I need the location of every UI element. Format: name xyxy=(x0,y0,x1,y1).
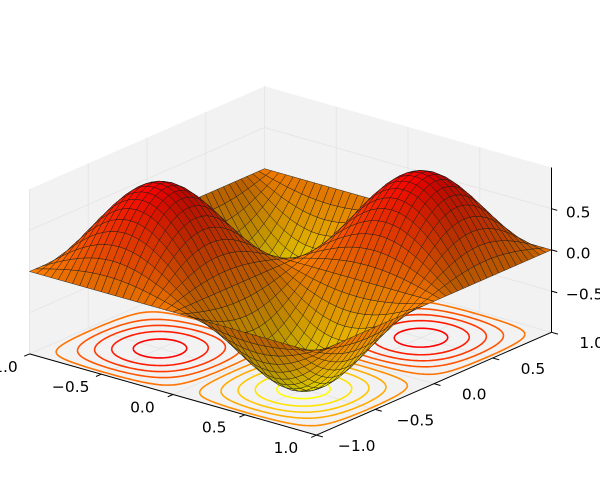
x-tick-mark xyxy=(239,414,245,418)
surface-facet xyxy=(309,349,323,353)
contour-line xyxy=(132,327,449,359)
tick-labels: −1.0 −0.5 0.0 0.5 1.0 −1.0 −0.5 0.0 0.5 1.0 −0.5 0.… xyxy=(0,203,600,457)
y-tick-mark xyxy=(433,383,441,387)
y-tick-mark xyxy=(375,408,382,412)
z-tick-mark xyxy=(551,249,558,253)
y-tick-mark xyxy=(492,357,500,361)
y-tick-label: −0.5 xyxy=(397,411,435,429)
x-tick-label: −1.0 xyxy=(0,358,18,376)
grid-line-y xyxy=(88,327,376,410)
x-tick-mark xyxy=(167,394,174,398)
z-tick-mark xyxy=(551,290,558,294)
z-tick-mark xyxy=(551,208,558,211)
y-tick-label: −1.0 xyxy=(338,437,376,455)
x-tick-mark xyxy=(311,434,317,438)
grid-line-z xyxy=(29,127,265,231)
grid-line-z xyxy=(264,127,552,210)
x-tick-mark xyxy=(95,373,102,377)
contour-line xyxy=(110,319,471,367)
x-tick-label: −0.5 xyxy=(52,378,90,396)
surface-facet xyxy=(411,197,426,213)
z-tick-label: −0.5 xyxy=(566,286,600,304)
x-tick-mark xyxy=(24,353,30,357)
y-tick-mark xyxy=(551,331,559,335)
x-tick-label: 0.5 xyxy=(202,419,227,437)
y-tick-label: 0.5 xyxy=(521,360,546,378)
y-tick-mark xyxy=(316,434,324,438)
x-tick-label: 0.0 xyxy=(130,398,155,416)
x-tick-label: 1.0 xyxy=(274,439,299,457)
y-tick-label: 1.0 xyxy=(579,334,600,352)
tick-marks xyxy=(24,208,559,438)
y-tick-label: 0.0 xyxy=(462,386,487,404)
surface-facet xyxy=(150,207,165,224)
surface-mesh xyxy=(29,168,552,392)
z-tick-label: 0.5 xyxy=(566,203,591,221)
z-tick-label: 0.0 xyxy=(566,245,591,263)
